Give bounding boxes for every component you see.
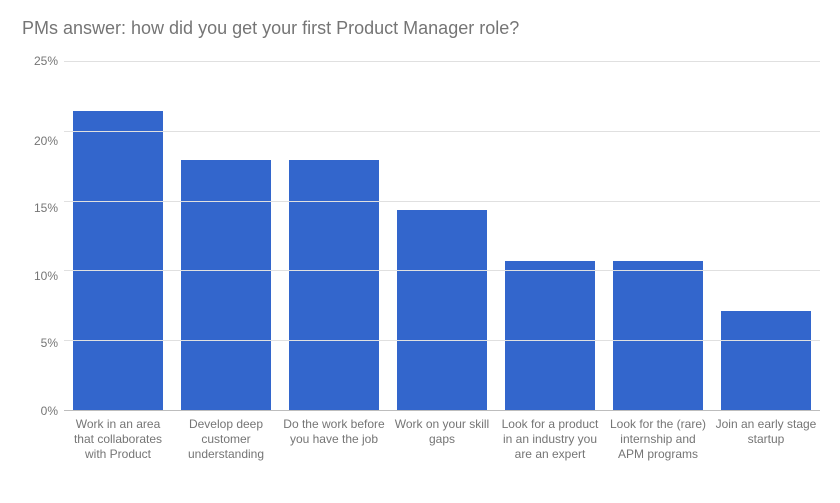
gridline <box>64 201 820 202</box>
bar <box>289 160 380 410</box>
y-tick-label: 20% <box>34 135 58 147</box>
bar-slot <box>712 61 820 410</box>
bar-slot <box>388 61 496 410</box>
bar <box>505 261 596 410</box>
x-tick-label: Do the work before you have the job <box>280 417 388 462</box>
plot-row: 25%20%15%10%5%0% <box>20 61 820 411</box>
x-tick-label: Look for a product in an industry you ar… <box>496 417 604 462</box>
gridline <box>64 131 820 132</box>
plot-area <box>64 61 820 411</box>
y-tick-label: 10% <box>34 270 58 282</box>
bar <box>613 261 704 410</box>
bar-slot <box>604 61 712 410</box>
bar-slot <box>280 61 388 410</box>
bar <box>181 160 272 410</box>
gridline <box>64 61 820 62</box>
bar <box>397 210 488 410</box>
x-tick-label: Work in an area that collaborates with P… <box>64 417 172 462</box>
y-tick-label: 5% <box>41 337 58 349</box>
bar <box>73 111 164 410</box>
bar-chart: PMs answer: how did you get your first P… <box>0 0 840 503</box>
gridline <box>64 270 820 271</box>
x-tick-label: Join an early stage startup <box>712 417 820 462</box>
y-tick-label: 0% <box>41 405 58 417</box>
bars-container <box>64 61 820 410</box>
y-axis: 25%20%15%10%5%0% <box>20 61 64 411</box>
gridline <box>64 340 820 341</box>
bar-slot <box>172 61 280 410</box>
x-tick-label: Look for the (rare) internship and APM p… <box>604 417 712 462</box>
x-tick-label: Work on your skill gaps <box>388 417 496 462</box>
y-tick-label: 25% <box>34 55 58 67</box>
y-tick-label: 15% <box>34 202 58 214</box>
x-tick-label: Develop deep customer understanding <box>172 417 280 462</box>
x-axis: Work in an area that collaborates with P… <box>64 417 820 462</box>
bar-slot <box>496 61 604 410</box>
bar-slot <box>64 61 172 410</box>
bar <box>721 311 812 410</box>
chart-title: PMs answer: how did you get your first P… <box>22 18 820 39</box>
